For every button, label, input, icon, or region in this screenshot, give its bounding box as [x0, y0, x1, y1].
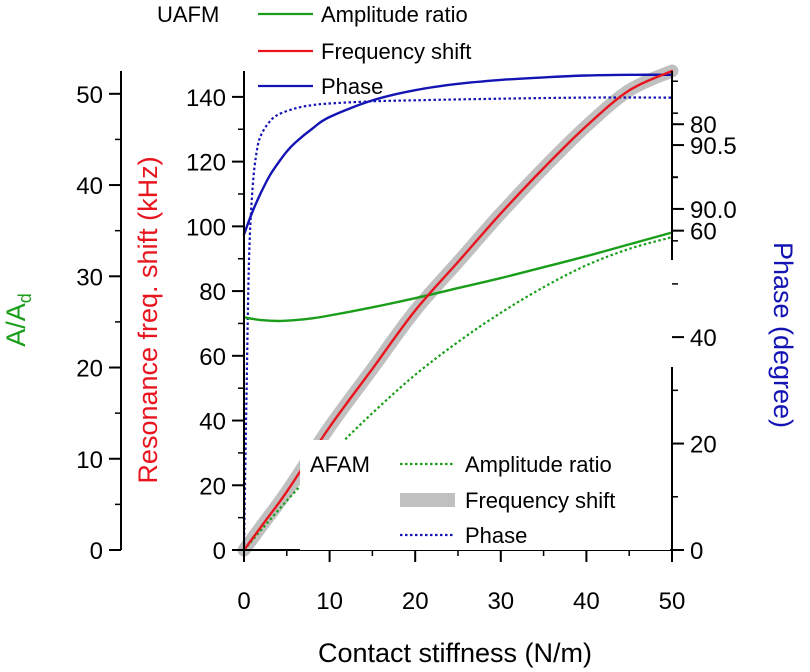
phase-afam-tick-label: 80 — [690, 112, 717, 139]
series-afam-phase — [242, 96, 673, 551]
phase-afam-tick-label: 0 — [690, 538, 703, 565]
series-uafm-phase — [242, 73, 674, 236]
x-tick-label: 0 — [237, 588, 250, 615]
uafm-legend-frequency-label: Frequency shift — [321, 39, 471, 64]
series-uafm-amplitude-ratio — [242, 231, 674, 323]
phase-uafm-tick-label: 90.5 — [690, 133, 737, 160]
frequency-axis-title: Resonance freq. shift (kHz) — [133, 156, 163, 483]
frequency-tick-label: 20 — [199, 473, 226, 500]
amplitude-axis-title-main: A/A — [1, 303, 31, 347]
uafm-legend-phase-label: Phase — [321, 74, 383, 99]
amplitude-tick-label: 20 — [76, 356, 103, 383]
x-tick-label: 50 — [659, 588, 686, 615]
afam-legend-frequency-label: Frequency shift — [465, 488, 615, 513]
amplitude-tick-label: 0 — [90, 538, 103, 565]
afam-legend-title: AFAM — [310, 452, 370, 477]
frequency-tick-label: 120 — [186, 150, 226, 177]
x-axis-title: Contact stiffness (N/m) — [318, 638, 592, 668]
uafm-legend-amplitude-label: Amplitude ratio — [321, 2, 468, 27]
frequency-tick-label: 140 — [186, 85, 226, 112]
series-layer — [237, 64, 679, 557]
uafm-legend: UAFM Amplitude ratio Frequency shift Pha… — [157, 2, 471, 99]
afam-legend-phase-label: Phase — [465, 523, 527, 548]
x-tick-label: 10 — [316, 588, 343, 615]
series-afam-amplitude-ratio — [243, 236, 673, 551]
phase-uafm-tick-label: 90.0 — [690, 197, 737, 224]
amplitude-tick-label: 40 — [76, 173, 103, 200]
amplitude-tick-label: 30 — [76, 264, 103, 291]
amplitude-axis-title: A/Ad — [1, 293, 35, 347]
afam-legend: AFAM Amplitude ratio Frequency shift Pha… — [300, 440, 670, 550]
x-tick-label: 30 — [487, 588, 514, 615]
amplitude-tick-label: 50 — [76, 82, 103, 109]
afam-legend-background — [300, 440, 670, 550]
frequency-tick-label: 0 — [213, 538, 226, 565]
amplitude-axis-title-sub: d — [15, 293, 35, 303]
phase-afam-tick-label: 20 — [690, 432, 717, 459]
frequency-tick-label: 40 — [199, 409, 226, 436]
phase-afam-tick-label: 40 — [690, 325, 717, 352]
afam-legend-amplitude-label: Amplitude ratio — [465, 452, 612, 477]
series-uafm-frequency-shift — [242, 69, 674, 552]
uafm-legend-title: UAFM — [157, 2, 219, 27]
phase-axis-title: Phase (degree) — [768, 242, 798, 428]
amplitude-tick-label: 10 — [76, 447, 103, 474]
frequency-tick-label: 80 — [199, 279, 226, 306]
phase-afam-tick-label: 60 — [690, 219, 717, 246]
x-tick-label: 40 — [573, 588, 600, 615]
frequency-tick-label: 60 — [199, 344, 226, 371]
x-tick-label: 20 — [402, 588, 429, 615]
frequency-tick-label: 100 — [186, 214, 226, 241]
